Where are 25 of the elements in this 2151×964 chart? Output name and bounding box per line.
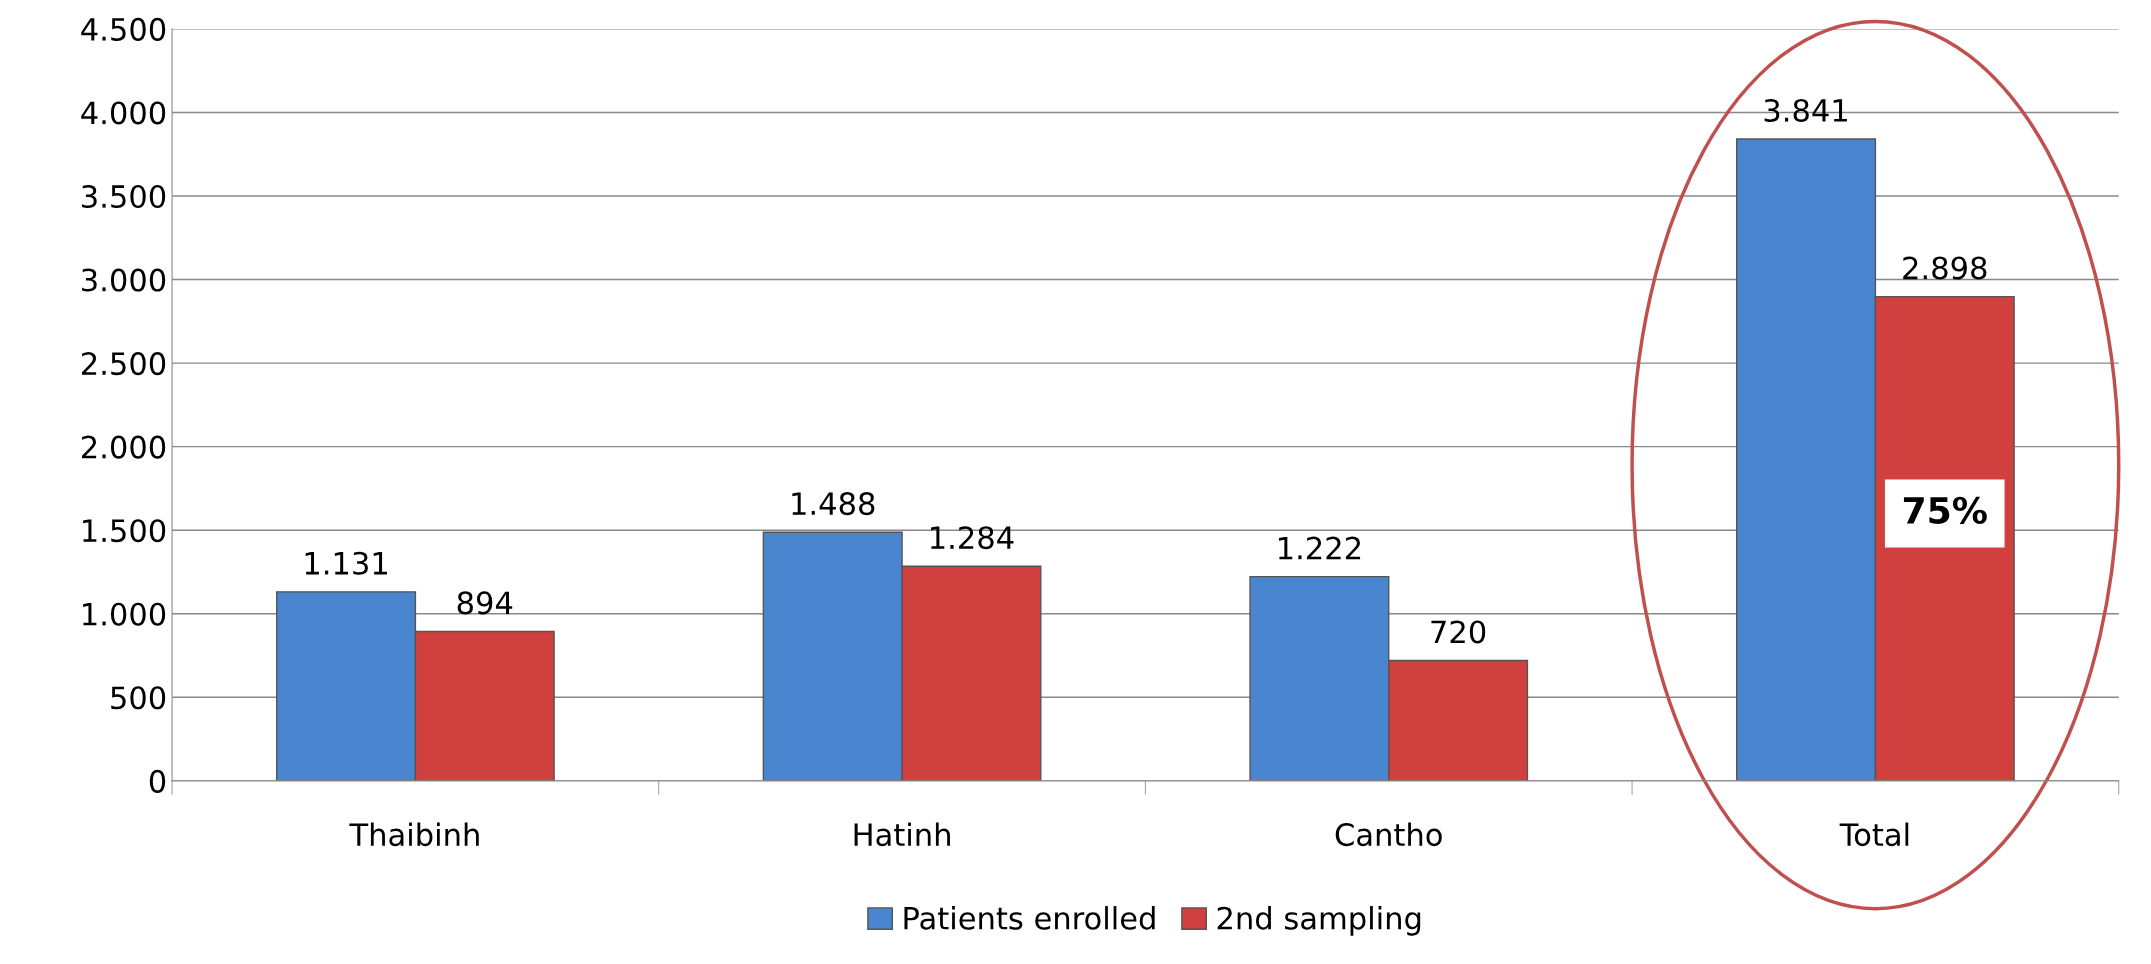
data-label: 1.284: [931, 526, 1014, 550]
y-tick-label: 4.000: [81, 101, 166, 125]
data-label: 1.131: [305, 551, 387, 575]
data-label: 1.488: [792, 492, 875, 516]
y-tick-label: 3.500: [82, 184, 166, 209]
x-tick-label: Total: [1839, 822, 1909, 847]
x-tick-label: Cantho: [1335, 822, 1442, 847]
y-tick-label: 3.000: [82, 268, 166, 292]
y-tick-label: 1.000: [83, 602, 166, 626]
y-tick-label: 0: [149, 769, 166, 793]
y-tick-label: 4.500: [81, 17, 166, 41]
data-label: 2.898: [1903, 256, 1987, 280]
data-label: 894: [457, 591, 513, 615]
y-tick-label: 1.500: [83, 519, 166, 543]
y-tick-label: 500: [111, 686, 166, 710]
data-label: 3.841: [1764, 98, 1847, 122]
annotation: 75%: [1903, 496, 1987, 524]
legend-label: 2nd sampling: [1217, 906, 1421, 936]
data-label: 720: [1431, 620, 1486, 644]
y-tick-label: 2.000: [81, 435, 166, 459]
y-tick-label: 2.500: [81, 352, 166, 376]
data-label: 1.222: [1279, 536, 1361, 560]
legend-label: Patients enrolled: [904, 906, 1155, 930]
x-tick-label: Hatinh: [854, 822, 950, 847]
x-tick-label: Thaibinh: [349, 822, 479, 847]
